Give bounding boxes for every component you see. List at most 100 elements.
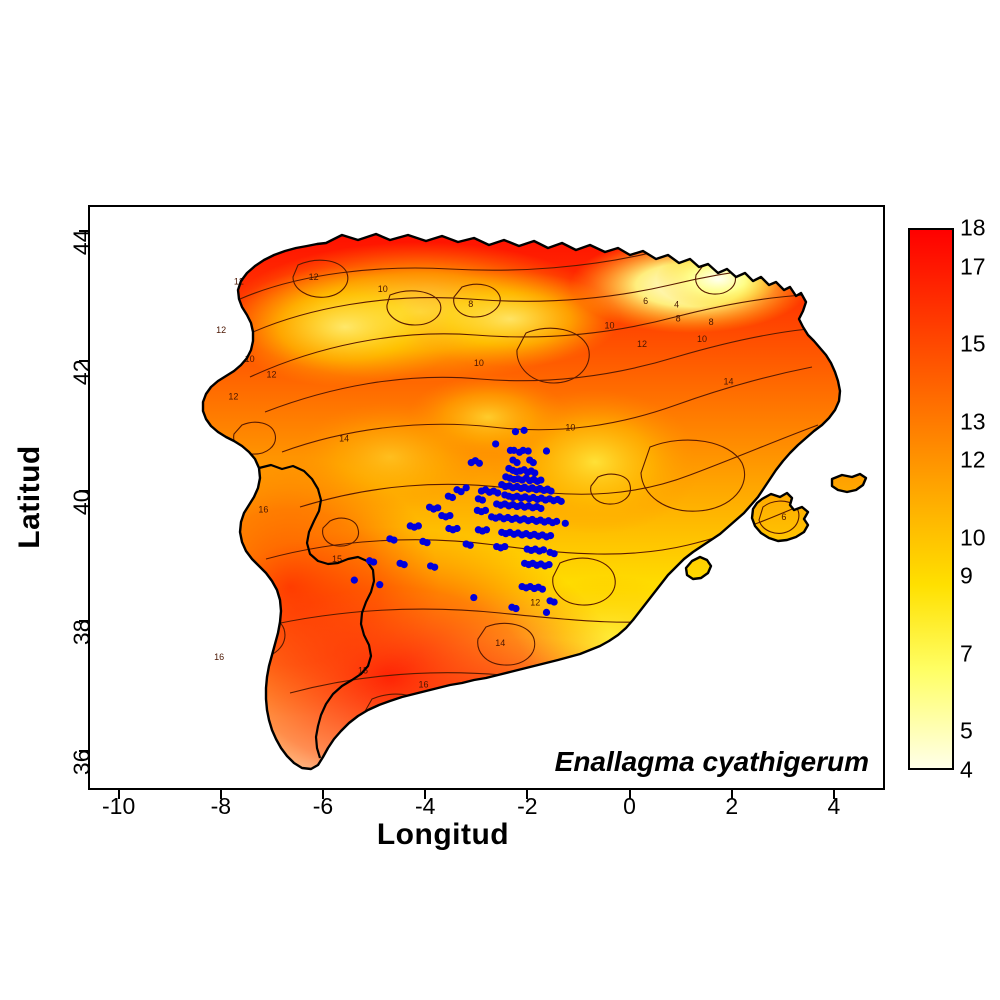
coastline xyxy=(201,232,868,771)
x-axis-title: Longitud xyxy=(376,818,510,851)
contour-label: 8 xyxy=(676,313,681,323)
occurrence-point xyxy=(475,459,483,467)
occurrence-point xyxy=(431,563,439,571)
contour-label: 15 xyxy=(332,554,342,564)
contour-label: 6 xyxy=(781,512,786,522)
y-tick-mark xyxy=(79,230,88,232)
x-tick-label: 2 xyxy=(725,793,739,819)
x-tick-label: -4 xyxy=(414,793,436,819)
occurrence-point xyxy=(538,585,547,593)
occurrence-point xyxy=(462,484,470,492)
occurrence-point xyxy=(510,446,518,454)
x-tick-label: -6 xyxy=(312,793,334,819)
contour-label: 16 xyxy=(418,679,428,689)
occurrence-point xyxy=(550,598,558,606)
x-tick-label: -8 xyxy=(210,793,232,819)
y-tick-mark xyxy=(79,360,88,362)
occurrence-point xyxy=(494,489,502,497)
colorbar: 4 5 7 9 10 12 13 15 17 18 xyxy=(908,215,986,783)
contour-label: 10 xyxy=(565,422,575,432)
occurrence-points xyxy=(350,426,569,617)
y-tick-mark xyxy=(79,750,88,752)
contour-label: 14 xyxy=(495,638,505,648)
map-plot-panel: 12 12 10 8 12 10 12 12 10 10 10 6 4 8 8 10 12 14 14 16 15 16 1… xyxy=(88,205,885,790)
occurrence-point xyxy=(537,504,545,513)
colorbar-tick-label: 10 xyxy=(960,524,986,551)
occurrence-point xyxy=(501,542,509,551)
occurrence-point xyxy=(448,493,457,502)
occurrence-point xyxy=(400,561,408,569)
occurrence-point xyxy=(350,576,358,584)
occurrence-point xyxy=(414,522,422,530)
occurrence-point xyxy=(557,497,565,505)
colorbar-tick-label: 18 xyxy=(960,214,986,241)
occurrence-point xyxy=(511,428,520,436)
contour-label: 12 xyxy=(234,276,244,286)
contour-label: 10 xyxy=(378,284,388,294)
colorbar-tick-label: 17 xyxy=(960,253,986,280)
x-tick-label: -10 xyxy=(102,793,136,819)
contour-label: 4 xyxy=(674,300,679,310)
occurrence-point xyxy=(553,517,561,525)
occurrence-point xyxy=(376,581,384,589)
x-tick-label: 0 xyxy=(623,793,636,819)
x-tick-label: 4 xyxy=(827,793,841,819)
x-tick-mark xyxy=(526,790,529,799)
x-tick-mark xyxy=(117,790,120,799)
x-tick-label: -2 xyxy=(517,793,538,819)
x-tick-mark xyxy=(628,790,631,799)
occurrence-point xyxy=(478,496,487,504)
contour-label: 14 xyxy=(339,433,349,443)
colorbar-tick-label: 4 xyxy=(960,756,973,783)
contour-label: 6 xyxy=(643,296,648,306)
occurrence-point xyxy=(539,546,548,554)
species-name-annotation: Enallagma cyathigerum xyxy=(554,746,869,777)
contour-label: 12 xyxy=(266,369,276,379)
colorbar-gradient xyxy=(908,228,954,770)
occurrence-point xyxy=(547,487,555,495)
occurrence-point xyxy=(512,604,520,613)
occurrence-point xyxy=(492,440,500,448)
contour-label: 16 xyxy=(258,504,268,514)
occurrence-point xyxy=(529,459,537,467)
contour-label: 12 xyxy=(530,597,540,607)
occurrence-point xyxy=(561,519,569,527)
contour-label: 8 xyxy=(468,299,473,309)
contour-label: 10 xyxy=(605,320,615,330)
occurrence-point xyxy=(370,558,378,566)
occurrence-point xyxy=(470,593,478,602)
contour-label: 12 xyxy=(228,391,238,401)
colorbar-tick-label: 5 xyxy=(960,717,973,744)
colorbar-tick-label: 13 xyxy=(960,408,986,435)
x-tick-mark xyxy=(424,790,427,799)
occurrence-point xyxy=(546,531,555,540)
occurrence-point xyxy=(550,550,558,558)
occurrence-point xyxy=(482,526,491,534)
contour-label: 12 xyxy=(216,325,226,335)
contour-label: 10 xyxy=(697,334,707,344)
country-border xyxy=(258,463,376,759)
occurrence-point xyxy=(481,506,490,515)
occurrence-point xyxy=(520,426,528,434)
colorbar-tick-label: 12 xyxy=(960,446,986,473)
occurrence-point xyxy=(434,504,442,512)
contour-label: 12 xyxy=(309,272,319,282)
contour-label: 16 xyxy=(214,652,224,662)
contour-label: 8 xyxy=(709,317,714,327)
occurrence-point xyxy=(531,469,539,477)
occurrence-point xyxy=(453,524,461,533)
occurrence-point xyxy=(466,541,474,549)
occurrence-point xyxy=(513,459,521,467)
contour-label: 10 xyxy=(245,354,255,364)
x-tick-mark xyxy=(219,790,222,799)
x-tick-mark xyxy=(322,790,324,799)
occurrence-point xyxy=(542,447,551,455)
occurrence-point xyxy=(542,608,551,617)
y-axis-title: Latitud xyxy=(13,445,46,549)
contour-label: 14 xyxy=(723,377,733,387)
colorbar-tick-label: 15 xyxy=(960,330,986,357)
occurrence-point xyxy=(446,511,454,520)
